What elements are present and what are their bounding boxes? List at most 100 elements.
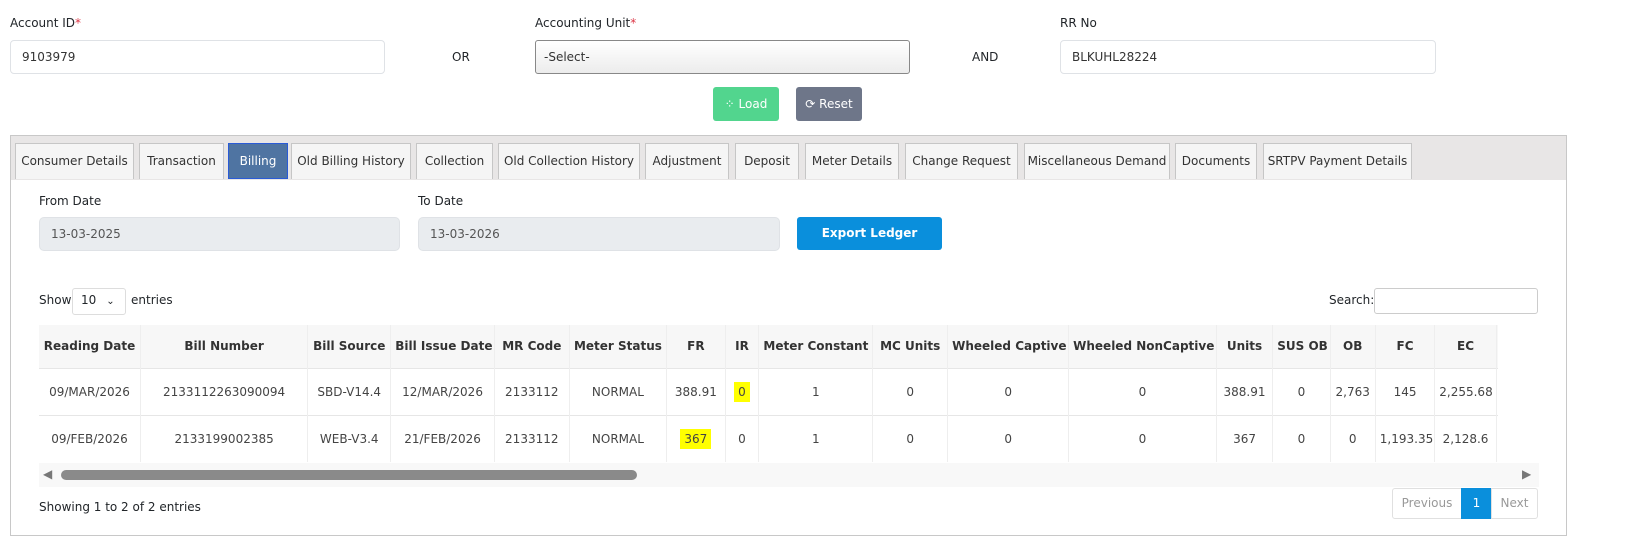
from-date-label: From Date — [39, 194, 102, 208]
next-page-button[interactable]: Next — [1491, 488, 1538, 519]
table-cell: 0 — [947, 367, 1070, 415]
table-cell: 116.96 — [1496, 414, 1498, 462]
table-row: 09/FEB/2026 2133199002385 WEB-V3.4 21/FEB/2… — [39, 414, 1498, 462]
reset-button[interactable]: ⟳ Reset — [796, 87, 862, 121]
tab-bar: Consumer Details Transaction Billing Old… — [11, 136, 1566, 180]
tab-billing[interactable]: Billing — [228, 143, 288, 179]
column-header[interactable]: Units — [1216, 325, 1274, 368]
page-1-button[interactable]: 1 — [1461, 488, 1492, 519]
tab-consumer-details[interactable]: Consumer Details — [15, 143, 134, 179]
from-date-input[interactable]: 13-03-2025 — [39, 217, 400, 251]
column-header[interactable]: Bill Issue Date — [390, 325, 495, 368]
refresh-icon: ⟳ — [805, 97, 820, 111]
table-cell: 09/MAR/2026 — [39, 367, 142, 415]
table-cell: 12/MAR/2026 — [390, 367, 495, 415]
table-cell: 2,763 — [1330, 367, 1376, 415]
table-cell: 1,193.35 — [1375, 414, 1436, 462]
highlighted-value: 0 — [734, 381, 750, 402]
table-cell: 1 — [758, 367, 874, 415]
previous-page-button[interactable]: Previous — [1392, 488, 1462, 519]
scroll-right-icon[interactable]: ▶ — [1522, 467, 1532, 481]
column-header[interactable]: Bill Source — [307, 325, 392, 368]
reset-label: Reset — [819, 97, 853, 111]
highlighted-value: 367 — [680, 428, 712, 449]
account-id-label: Account ID* — [10, 16, 82, 30]
table-cell: 145 — [1375, 367, 1436, 415]
column-header[interactable]: MC Units — [872, 325, 949, 368]
table-cell: 2133112 — [494, 414, 570, 462]
column-header[interactable]: EC — [1434, 325, 1497, 368]
table-cell: 21/FEB/2026 — [390, 414, 495, 462]
column-header[interactable]: FAC — [1496, 325, 1498, 368]
show-label: Show — [39, 293, 72, 307]
search-input[interactable] — [1374, 288, 1538, 314]
column-header[interactable]: MR Code — [494, 325, 570, 368]
or-label: OR — [452, 50, 470, 64]
column-header[interactable]: OB — [1330, 325, 1376, 368]
accounting-unit-select[interactable]: -Select- — [535, 40, 910, 74]
table-cell: NORMAL — [569, 414, 668, 462]
rr-no-input[interactable]: BLKUHL28224 — [1060, 40, 1436, 74]
load-button[interactable]: ⁘ Load — [713, 87, 779, 121]
chevron-down-icon: ⌄ — [106, 296, 115, 307]
table-cell: 367 — [666, 414, 726, 462]
tab-srtpv-payment-details[interactable]: SRTPV Payment Details — [1263, 143, 1412, 179]
table-row: 09/MAR/2026 2133112263090094 SBD-V14.4 12/M… — [39, 367, 1498, 415]
tab-adjustment[interactable]: Adjustment — [645, 143, 729, 179]
table-cell: 0 — [1330, 414, 1376, 462]
table-cell: 0 — [1068, 367, 1217, 415]
rr-no-label: RR No — [1060, 16, 1097, 30]
table-cell: 2133112 — [494, 367, 570, 415]
entries-label: entries — [131, 293, 173, 307]
tab-old-billing-history[interactable]: Old Billing History — [291, 143, 411, 179]
tab-deposit[interactable]: Deposit — [735, 143, 799, 179]
column-header[interactable]: Bill Number — [140, 325, 309, 368]
column-header[interactable]: Meter Constant — [758, 325, 874, 368]
tab-miscellaneous-demand[interactable]: Miscellaneous Demand — [1024, 143, 1170, 179]
tab-collection[interactable]: Collection — [416, 143, 493, 179]
tab-meter-details[interactable]: Meter Details — [805, 143, 899, 179]
column-header[interactable]: Reading Date — [39, 325, 142, 368]
table-cell: 0 — [725, 367, 760, 415]
account-id-input[interactable]: 9103979 — [10, 40, 385, 74]
column-header[interactable]: IR — [725, 325, 760, 368]
table-cell: 0 — [947, 414, 1070, 462]
tab-old-collection-history[interactable]: Old Collection History — [498, 143, 640, 179]
table-cell: 1 — [758, 414, 874, 462]
column-header[interactable]: SUS OB — [1272, 325, 1331, 368]
table-cell: 388.91 — [1216, 367, 1274, 415]
table-cell: 0 — [1272, 367, 1331, 415]
entries-value: 10 — [81, 293, 97, 307]
to-date-input[interactable]: 13-03-2026 — [418, 217, 780, 251]
table-cell: SBD-V14.4 — [307, 367, 392, 415]
scroll-left-icon[interactable]: ◀ — [43, 467, 53, 481]
tab-documents[interactable]: Documents — [1175, 143, 1257, 179]
table-cell: 171.12 — [1496, 367, 1498, 415]
spinner-icon: ⁘ — [724, 97, 739, 111]
column-header[interactable]: FC — [1375, 325, 1436, 368]
table-cell: 0 — [872, 367, 949, 415]
table-cell: 367 — [1216, 414, 1274, 462]
table-cell: 388.91 — [666, 367, 726, 415]
table-info: Showing 1 to 2 of 2 entries — [39, 500, 201, 514]
search-label: Search: — [1329, 293, 1375, 307]
billing-table-wrapper: Reading Date Bill Number Bill Source Bill I… — [39, 325, 1498, 464]
tab-change-request[interactable]: Change Request — [905, 143, 1018, 179]
export-ledger-extract-button[interactable]: Export Ledger Extract — [797, 217, 942, 273]
scrollbar-thumb[interactable] — [61, 470, 637, 480]
table-cell: 0 — [1068, 414, 1217, 462]
and-label: AND — [972, 50, 999, 64]
table-cell: WEB-V3.4 — [307, 414, 392, 462]
to-date-label: To Date — [418, 194, 464, 208]
table-cell: 09/FEB/2026 — [39, 414, 142, 462]
tab-transaction[interactable]: Transaction — [139, 143, 224, 179]
table-header-row: Reading Date Bill Number Bill Source Bill I… — [39, 325, 1498, 368]
column-header[interactable]: Wheeled NonCaptive — [1068, 325, 1217, 368]
column-header[interactable]: Meter Status — [569, 325, 668, 368]
horizontal-scrollbar[interactable]: ◀ ▶ — [39, 463, 1539, 487]
column-header[interactable]: Wheeled Captive — [947, 325, 1070, 368]
billing-table: Reading Date Bill Number Bill Source Bill I… — [39, 325, 1498, 462]
entries-select[interactable]: 10 ⌄ — [72, 288, 126, 315]
column-header[interactable]: FR — [666, 325, 726, 368]
table-cell: 0 — [872, 414, 949, 462]
